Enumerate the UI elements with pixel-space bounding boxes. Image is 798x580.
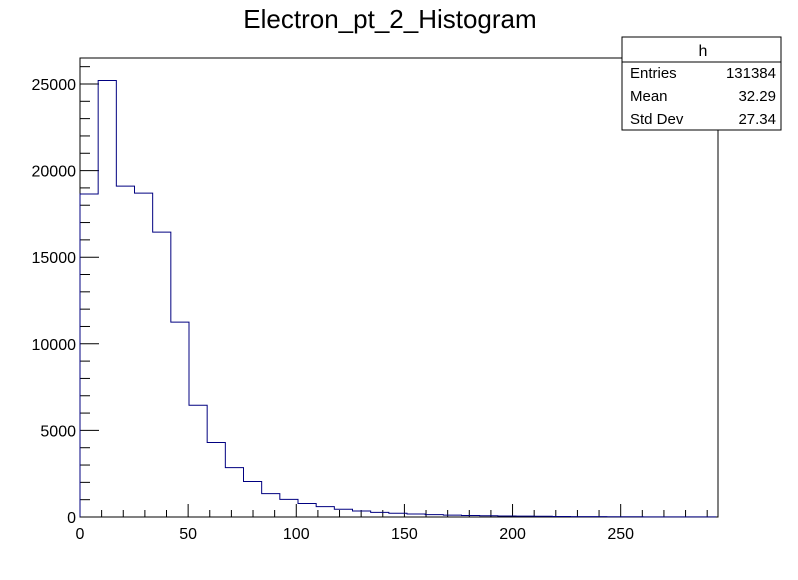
y-tick-label: 15000 bbox=[32, 250, 77, 267]
stats-entries-value: 131384 bbox=[726, 65, 776, 82]
stats-mean-value: 32.29 bbox=[738, 88, 776, 105]
x-tick-label: 250 bbox=[607, 526, 634, 543]
x-tick-label: 0 bbox=[76, 526, 85, 543]
histogram-bin bbox=[153, 232, 171, 517]
histogram-bin bbox=[225, 468, 243, 517]
x-tick-label: 200 bbox=[499, 526, 526, 543]
histogram-bin bbox=[207, 443, 225, 517]
y-tick-label: 5000 bbox=[40, 423, 76, 440]
y-tick-label: 0 bbox=[67, 510, 76, 527]
histogram-bin bbox=[280, 499, 298, 517]
histogram-bin bbox=[80, 194, 98, 517]
axis-ticks bbox=[80, 67, 707, 517]
stats-stddev-value: 27.34 bbox=[738, 111, 776, 128]
histogram-bin bbox=[334, 509, 352, 517]
stats-mean-label: Mean bbox=[630, 88, 668, 105]
stats-stddev-label: Std Dev bbox=[630, 111, 684, 128]
histogram-bin bbox=[135, 193, 153, 517]
y-tick-label: 10000 bbox=[32, 337, 77, 354]
histogram-outline bbox=[80, 81, 716, 517]
stats-box: h Entries 131384 Mean 32.29 Std Dev 27.3… bbox=[622, 37, 781, 130]
x-tick-label: 150 bbox=[391, 526, 418, 543]
x-tick-label: 100 bbox=[283, 526, 310, 543]
stats-box-title: h bbox=[699, 43, 708, 60]
histogram-bin bbox=[371, 512, 389, 517]
y-tick-label: 25000 bbox=[32, 77, 77, 94]
axis-tick-labels: 0 50 100 150 200 250 0 5000 10000 15000 20000 25000 bbox=[32, 77, 635, 543]
y-tick-label: 20000 bbox=[32, 164, 77, 181]
histogram-bin bbox=[298, 503, 316, 517]
histogram-bin bbox=[189, 405, 207, 517]
stats-entries-label: Entries bbox=[630, 65, 677, 82]
histogram-bars bbox=[80, 81, 716, 517]
histogram-bin bbox=[116, 186, 134, 517]
chart-title: Electron_pt_2_Histogram bbox=[243, 4, 536, 34]
histogram-bin bbox=[171, 322, 189, 517]
x-tick-label: 50 bbox=[179, 526, 197, 543]
histogram-bin bbox=[98, 81, 116, 517]
histogram-bin bbox=[262, 494, 280, 517]
histogram-bin bbox=[316, 507, 334, 517]
